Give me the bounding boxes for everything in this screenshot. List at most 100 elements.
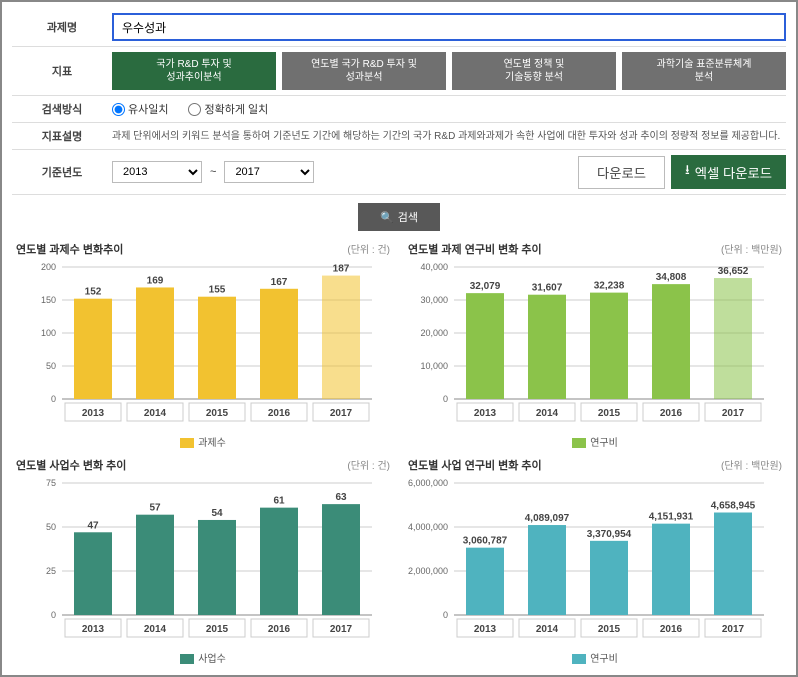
task-name-input[interactable] (112, 13, 786, 41)
svg-text:2,000,000: 2,000,000 (408, 566, 448, 576)
svg-text:32,079: 32,079 (470, 281, 501, 292)
bar (466, 293, 504, 399)
svg-text:20,000: 20,000 (420, 328, 448, 338)
svg-text:3,370,954: 3,370,954 (587, 529, 632, 540)
bar (322, 504, 360, 615)
bar (74, 299, 112, 399)
indicator-tab-1[interactable]: 연도별 국가 R&D 투자 및성과분석 (282, 52, 446, 90)
svg-text:50: 50 (46, 522, 56, 532)
svg-text:75: 75 (46, 478, 56, 488)
chart-svg: 02,000,0004,000,0006,000,0003,060,787201… (404, 475, 774, 645)
search-button-label: 검색 (398, 209, 418, 225)
svg-text:47: 47 (87, 520, 99, 531)
radio-exact-input[interactable] (188, 103, 201, 116)
svg-text:30,000: 30,000 (420, 295, 448, 305)
svg-text:169: 169 (147, 275, 164, 286)
chart-title: 연도별 과제수 변화추이 (16, 241, 123, 257)
chart-title: 연도별 과제 연구비 변화 추이 (408, 241, 542, 257)
chart-c2: 연도별 과제 연구비 변화 추이(단위 : 백만원)010,00020,0003… (404, 239, 786, 449)
row-base-year: 기준년도 2013 ~ 2017 다운로드 ⭳ 엑셀 다운로드 (12, 150, 786, 195)
bar (136, 287, 174, 399)
svg-text:2014: 2014 (144, 408, 167, 419)
bar (260, 508, 298, 615)
download-icon: ⭳ (685, 161, 690, 183)
chart-unit: (단위 : 백만원) (721, 457, 782, 472)
chart-unit: (단위 : 백만원) (721, 241, 782, 256)
search-button-row: 🔍 검색 (12, 195, 786, 235)
svg-text:63: 63 (335, 492, 347, 503)
svg-text:31,607: 31,607 (532, 283, 563, 294)
bar (590, 293, 628, 399)
chart-svg: 0255075472013572014542015612016632017 (12, 475, 382, 645)
chart-legend: 연구비 (404, 650, 786, 665)
svg-text:6,000,000: 6,000,000 (408, 478, 448, 488)
chart-svg: 0501001502001522013169201415520151672016… (12, 259, 382, 429)
year-range-dash: ~ (208, 166, 218, 178)
base-year-label: 기준년도 (12, 164, 112, 180)
svg-text:100: 100 (41, 328, 56, 338)
svg-text:2013: 2013 (474, 408, 497, 419)
chart-unit: (단위 : 건) (347, 241, 390, 256)
svg-text:2015: 2015 (598, 408, 621, 419)
bar (590, 541, 628, 615)
radio-similar-input[interactable] (112, 103, 125, 116)
chart-svg: 010,00020,00030,00040,00032,079201331,60… (404, 259, 774, 429)
year-to-select[interactable]: 2017 (224, 161, 314, 183)
chart-legend: 연구비 (404, 434, 786, 449)
charts-grid: 연도별 과제수 변화추이(단위 : 건)05010015020015220131… (12, 239, 786, 665)
svg-text:10,000: 10,000 (420, 361, 448, 371)
radio-similar-label: 유사일치 (128, 101, 168, 117)
svg-text:167: 167 (271, 277, 288, 288)
chart-c4: 연도별 사업 연구비 변화 추이(단위 : 백만원)02,000,0004,00… (404, 455, 786, 665)
svg-text:61: 61 (273, 496, 285, 507)
svg-text:2016: 2016 (660, 408, 683, 419)
svg-text:34,808: 34,808 (656, 272, 687, 283)
svg-text:2013: 2013 (82, 408, 105, 419)
indicator-tab-0[interactable]: 국가 R&D 투자 및성과추이분석 (112, 52, 276, 90)
svg-text:4,151,931: 4,151,931 (649, 512, 694, 523)
search-method-label: 검색방식 (12, 101, 112, 117)
indicator-desc-label: 지표설명 (12, 128, 112, 144)
svg-text:4,658,945: 4,658,945 (711, 501, 756, 512)
svg-text:50: 50 (46, 361, 56, 371)
svg-text:4,000,000: 4,000,000 (408, 522, 448, 532)
search-icon: 🔍 (380, 211, 394, 224)
row-task-name: 과제명 (12, 8, 786, 47)
radio-exact[interactable]: 정확하게 일치 (188, 101, 268, 117)
excel-download-label: 엑셀 다운로드 (695, 163, 772, 182)
bar (260, 289, 298, 399)
svg-text:32,238: 32,238 (594, 281, 625, 292)
svg-text:150: 150 (41, 295, 56, 305)
bar (652, 284, 690, 399)
year-from-select[interactable]: 2013 (112, 161, 202, 183)
svg-text:2016: 2016 (268, 408, 291, 419)
bar (74, 532, 112, 615)
bar (322, 276, 360, 399)
indicator-tab-3[interactable]: 과학기술 표준분류체계분석 (622, 52, 786, 90)
svg-text:36,652: 36,652 (718, 266, 749, 277)
svg-text:25: 25 (46, 566, 56, 576)
row-indicator: 지표 국가 R&D 투자 및성과추이분석연도별 국가 R&D 투자 및성과분석연… (12, 47, 786, 96)
svg-text:155: 155 (209, 285, 226, 296)
chart-c3: 연도별 사업수 변화 추이(단위 : 건)0255075472013572014… (12, 455, 394, 665)
svg-text:200: 200 (41, 262, 56, 272)
radio-similar[interactable]: 유사일치 (112, 101, 168, 117)
svg-text:2017: 2017 (330, 408, 353, 419)
app-container: 과제명 지표 국가 R&D 투자 및성과추이분석연도별 국가 R&D 투자 및성… (0, 0, 798, 677)
search-button[interactable]: 🔍 검색 (358, 203, 440, 231)
download-button[interactable]: 다운로드 (578, 156, 665, 189)
chart-unit: (단위 : 건) (347, 457, 390, 472)
indicator-tab-2[interactable]: 연도별 정책 및기술동향 분석 (452, 52, 616, 90)
svg-text:54: 54 (211, 508, 223, 519)
bar (714, 513, 752, 615)
indicator-desc-text: 과제 단위에서의 키워드 분석을 통하여 기준년도 기간에 해당하는 기간의 국… (112, 129, 780, 144)
svg-text:0: 0 (51, 610, 56, 620)
bar (466, 548, 504, 615)
excel-download-button[interactable]: ⭳ 엑셀 다운로드 (671, 155, 786, 189)
chart-title: 연도별 사업 연구비 변화 추이 (408, 457, 542, 473)
svg-text:2014: 2014 (536, 408, 559, 419)
svg-text:0: 0 (51, 394, 56, 404)
tabs-container: 국가 R&D 투자 및성과추이분석연도별 국가 R&D 투자 및성과분석연도별 … (112, 52, 786, 90)
bar (198, 297, 236, 399)
svg-text:40,000: 40,000 (420, 262, 448, 272)
